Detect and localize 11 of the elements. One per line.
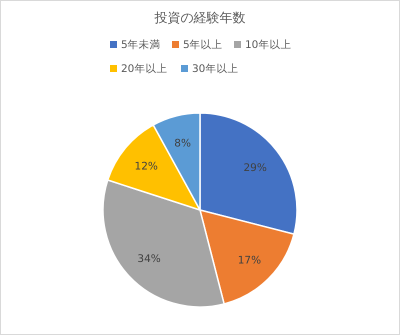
legend-label: 5年未満 <box>121 38 161 51</box>
data-label: 12% <box>134 160 158 172</box>
legend-label: 5年以上 <box>183 38 223 51</box>
data-label: 17% <box>238 254 262 266</box>
legend-label: 30年以上 <box>192 62 238 75</box>
data-label: 29% <box>244 162 267 174</box>
data-label: 34% <box>137 252 161 265</box>
legend-label: 10年以上 <box>245 38 292 51</box>
chart-title: 投資の経験年数 <box>154 11 246 26</box>
legend-label: 20年以上 <box>121 62 168 75</box>
data-label: 8% <box>174 137 191 150</box>
